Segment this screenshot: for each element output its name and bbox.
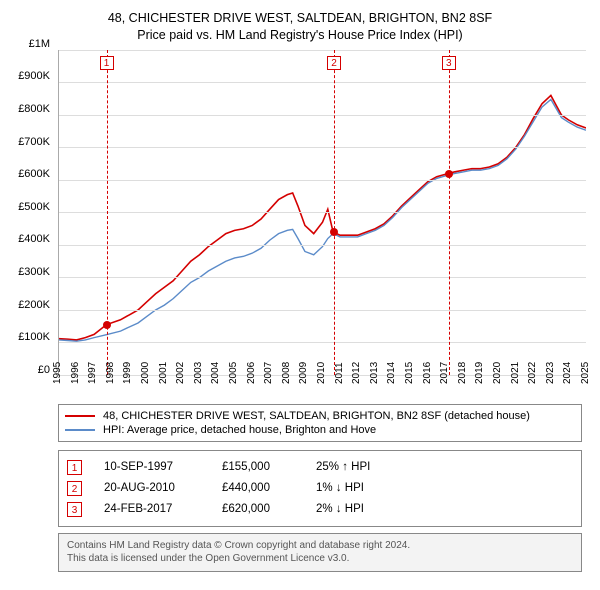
- x-tick-label: 2025: [580, 362, 598, 384]
- transaction-delta: 1% ↓ HPI: [316, 482, 364, 494]
- transaction-date: 10-SEP-1997: [104, 461, 200, 473]
- transaction-price: £440,000: [222, 482, 294, 494]
- transaction-row: 3 24-FEB-2017 £620,000 2% ↓ HPI: [67, 499, 573, 520]
- legend-label: HPI: Average price, detached house, Brig…: [103, 424, 376, 436]
- plot-area: 1 2 3: [58, 50, 586, 376]
- x-tick-label: 2011: [334, 362, 352, 384]
- x-tick-label: 2009: [298, 362, 316, 384]
- x-tick-label: 2003: [193, 362, 211, 384]
- transaction-number-box: 1: [67, 460, 82, 475]
- transactions-table: 1 10-SEP-1997 £155,000 25% ↑ HPI 2 20-AUG-201…: [58, 450, 582, 527]
- x-tick-label: 2014: [386, 362, 404, 384]
- x-tick-label: 2017: [439, 362, 457, 384]
- x-tick-label: 2023: [545, 362, 563, 384]
- transaction-price: £620,000: [222, 503, 294, 515]
- x-axis-labels: 1995199619971998199920002001200220032004…: [58, 376, 586, 396]
- footer-line-2: This data is licensed under the Open Gov…: [67, 552, 573, 566]
- x-tick-label: 2008: [281, 362, 299, 384]
- legend-swatch: [65, 415, 95, 417]
- x-tick-label: 2024: [562, 362, 580, 384]
- legend-label: 48, CHICHESTER DRIVE WEST, SALTDEAN, BRI…: [103, 410, 530, 422]
- marker-number-box: 3: [442, 56, 456, 70]
- x-tick-label: 2020: [492, 362, 510, 384]
- x-tick-label: 2013: [369, 362, 387, 384]
- x-tick-label: 2021: [510, 362, 528, 384]
- legend-row: HPI: Average price, detached house, Brig…: [65, 423, 575, 437]
- series-property: [59, 95, 586, 339]
- x-tick-label: 2022: [527, 362, 545, 384]
- transaction-row: 2 20-AUG-2010 £440,000 1% ↓ HPI: [67, 478, 573, 499]
- legend-swatch: [65, 429, 95, 431]
- x-tick-label: 2000: [140, 362, 158, 384]
- chart-container: 48, CHICHESTER DRIVE WEST, SALTDEAN, BRI…: [0, 0, 600, 590]
- x-tick-label: 1996: [70, 362, 88, 384]
- legend-row: 48, CHICHESTER DRIVE WEST, SALTDEAN, BRI…: [65, 409, 575, 423]
- x-tick-label: 1995: [52, 362, 70, 384]
- transaction-number-box: 3: [67, 502, 82, 517]
- sale-point-dot: [330, 228, 338, 236]
- transaction-date: 20-AUG-2010: [104, 482, 200, 494]
- x-tick-label: 2007: [263, 362, 281, 384]
- x-tick-label: 2015: [404, 362, 422, 384]
- marker-line: [449, 50, 450, 375]
- sale-point-dot: [103, 321, 111, 329]
- legend-box: 48, CHICHESTER DRIVE WEST, SALTDEAN, BRI…: [58, 404, 582, 442]
- transaction-price: £155,000: [222, 461, 294, 473]
- x-tick-label: 2001: [158, 362, 176, 384]
- marker-number-box: 1: [100, 56, 114, 70]
- x-tick-label: 2010: [316, 362, 334, 384]
- transaction-number-box: 2: [67, 481, 82, 496]
- marker-line: [334, 50, 335, 375]
- x-tick-label: 2018: [457, 362, 475, 384]
- title-line-1: 48, CHICHESTER DRIVE WEST, SALTDEAN, BRI…: [14, 10, 586, 27]
- title-line-2: Price paid vs. HM Land Registry's House …: [14, 27, 586, 44]
- x-tick-label: 2004: [210, 362, 228, 384]
- transaction-delta: 25% ↑ HPI: [316, 461, 370, 473]
- x-tick-label: 2006: [246, 362, 264, 384]
- transaction-date: 24-FEB-2017: [104, 503, 200, 515]
- y-axis-labels: £0£100K£200K£300K£400K£500K£600K£700K£80…: [14, 50, 58, 376]
- sale-point-dot: [445, 170, 453, 178]
- x-tick-label: 2019: [474, 362, 492, 384]
- x-tick-label: 1998: [105, 362, 123, 384]
- transaction-delta: 2% ↓ HPI: [316, 503, 364, 515]
- x-tick-label: 1999: [122, 362, 140, 384]
- chart-title: 48, CHICHESTER DRIVE WEST, SALTDEAN, BRI…: [14, 10, 586, 44]
- marker-number-box: 2: [327, 56, 341, 70]
- x-tick-label: 2012: [351, 362, 369, 384]
- x-tick-label: 2002: [175, 362, 193, 384]
- chart-area: £0£100K£200K£300K£400K£500K£600K£700K£80…: [14, 50, 586, 396]
- x-tick-label: 2016: [422, 362, 440, 384]
- footer-box: Contains HM Land Registry data © Crown c…: [58, 533, 582, 572]
- footer-line-1: Contains HM Land Registry data © Crown c…: [67, 539, 573, 553]
- x-tick-label: 2005: [228, 362, 246, 384]
- transaction-row: 1 10-SEP-1997 £155,000 25% ↑ HPI: [67, 457, 573, 478]
- x-tick-label: 1997: [87, 362, 105, 384]
